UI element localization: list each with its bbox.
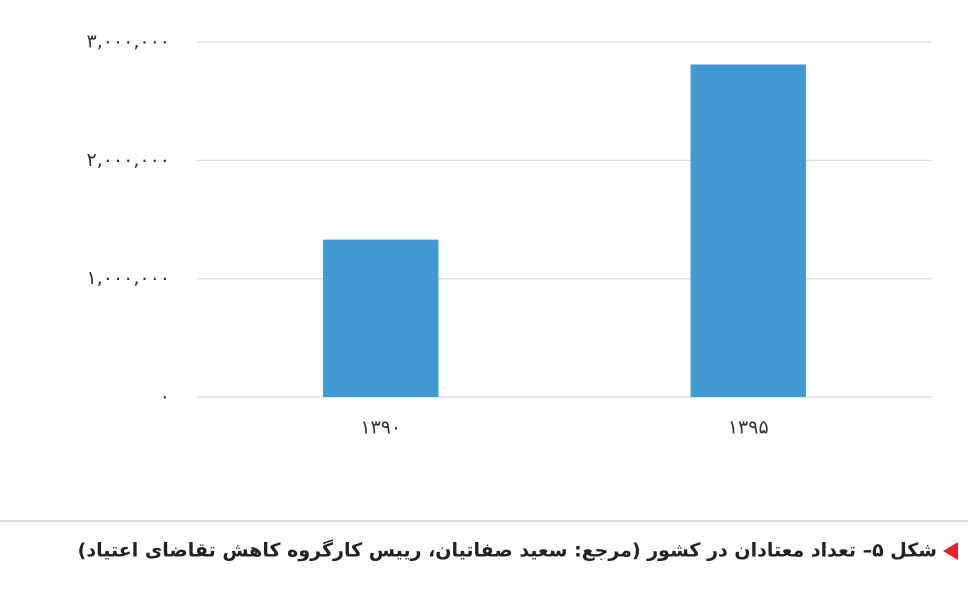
y-tick-label: ۳,۰۰۰,۰۰۰ [86, 31, 170, 53]
caption: شکل ۵– تعداد معتادان در کشور (مرجع: سعید… [78, 539, 937, 562]
y-tick-label: ۰ [160, 386, 170, 408]
bar [690, 64, 806, 397]
x-tick-label: ۱۳۹۵ [728, 417, 769, 439]
x-tick-label: ۱۳۹۰ [360, 417, 401, 439]
bar [323, 239, 439, 397]
caption-marker [943, 542, 958, 560]
y-tick-label: ۲,۰۰۰,۰۰۰ [86, 149, 170, 171]
y-tick-label: ۱,۰۰۰,۰۰۰ [86, 267, 170, 289]
